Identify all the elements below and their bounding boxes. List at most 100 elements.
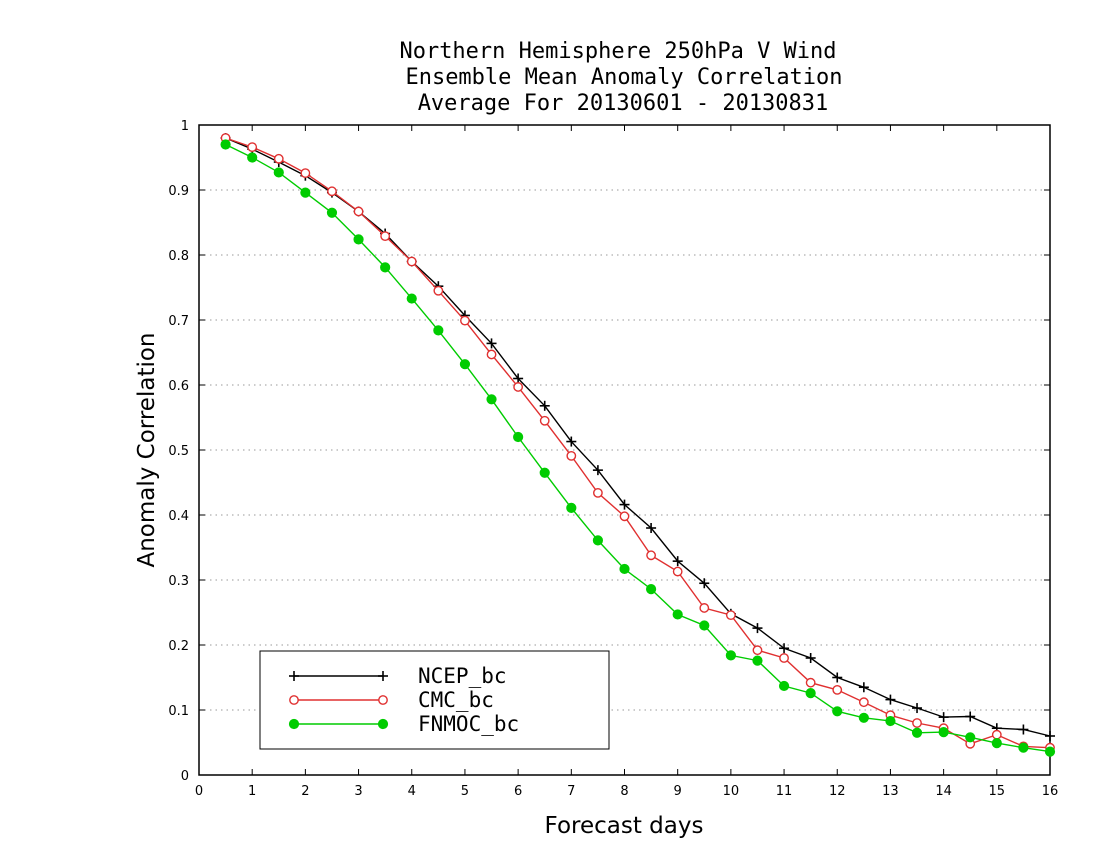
point-fnmoc-bc-10	[486, 394, 497, 405]
y-tick-label-9: 0.9	[168, 184, 189, 199]
point-fnmoc-bc-5	[353, 234, 364, 245]
point-ncep-bc-24	[858, 682, 869, 693]
point-fnmoc-bc-13	[566, 502, 577, 513]
legend-label-fnmoc-bc: FNMOC_bc	[418, 712, 519, 736]
point-ncep-bc-18	[699, 578, 710, 589]
point-fnmoc-bc-22	[805, 688, 816, 699]
x-tick-label-8: 8	[620, 784, 628, 799]
point-ncep-bc-27	[938, 712, 949, 723]
legend-marker-right-ncep-bc	[378, 671, 388, 681]
chart-title: Northern Hemisphere 250hPa V Wind Ensemb…	[399, 39, 842, 116]
point-fnmoc-bc-17	[672, 609, 683, 620]
point-cmc-bc-29	[991, 729, 1002, 740]
legend-marker-left-ncep-bc	[289, 671, 299, 681]
y-tick-label-2: 0.2	[168, 639, 189, 654]
x-axis-ticks: 0 1 2 3 4 5 6 7 8 9 10 11 12 13 14 15 16	[195, 125, 1058, 799]
point-fnmoc-bc-3	[300, 187, 311, 198]
x-tick-label-9: 9	[674, 784, 682, 799]
point-ncep-bc-30	[1018, 724, 1029, 735]
point-cmc-bc-1	[247, 142, 258, 153]
point-cmc-bc-24	[858, 697, 869, 708]
x-tick-label-4: 4	[408, 784, 416, 799]
x-axis-label: Forecast days	[545, 813, 704, 839]
point-cmc-bc-7	[406, 256, 417, 267]
point-cmc-bc-5	[353, 206, 364, 217]
point-ncep-bc-10	[486, 338, 497, 349]
legend-entry-cmc-bc: CMC_bc	[289, 688, 494, 712]
series-line-ncep-bc	[225, 137, 1051, 737]
x-tick-label-12: 12	[829, 784, 846, 799]
y-axis-label: Anomaly Correlation	[134, 332, 160, 567]
point-fnmoc-bc-27	[938, 727, 949, 738]
legend-marker-right-cmc-bc	[378, 695, 388, 705]
y-tick-label-5: 0.5	[168, 444, 189, 459]
x-tick-label-13: 13	[882, 784, 899, 799]
point-ncep-bc-17	[672, 556, 683, 567]
legend-label-cmc-bc: CMC_bc	[418, 688, 494, 712]
point-cmc-bc-12	[539, 415, 550, 426]
legend-entry-ncep-bc: NCEP_bc	[289, 664, 507, 688]
point-cmc-bc-22	[805, 677, 816, 688]
x-tick-label-0: 0	[195, 784, 203, 799]
legend-label-ncep-bc: NCEP_bc	[418, 664, 507, 688]
series-fnmoc-bc	[220, 139, 1056, 757]
series-layer	[220, 133, 1056, 757]
point-cmc-bc-26	[912, 718, 922, 728]
point-ncep-bc-21	[779, 643, 790, 654]
point-fnmoc-bc-28	[965, 732, 976, 743]
point-cmc-bc-4	[327, 186, 337, 197]
point-cmc-bc-14	[593, 487, 603, 498]
point-cmc-bc-2	[273, 153, 284, 164]
title-line-3: Average For 20130601 - 20130831	[418, 91, 829, 116]
point-cmc-bc-17	[672, 566, 683, 577]
x-tick-label-11: 11	[776, 784, 793, 799]
x-tick-label-1: 1	[248, 784, 256, 799]
legend-entry-fnmoc-bc: FNMOC_bc	[288, 712, 519, 736]
legend-marker-left-fnmoc-bc	[288, 718, 300, 730]
point-fnmoc-bc-20	[752, 655, 763, 666]
point-fnmoc-bc-26	[911, 727, 923, 738]
x-tick-label-10: 10	[723, 784, 740, 799]
x-tick-label-15: 15	[989, 784, 1006, 799]
grid	[199, 189, 1050, 711]
point-ncep-bc-15	[619, 499, 630, 510]
point-ncep-bc-31	[1045, 731, 1055, 741]
point-cmc-bc-3	[300, 168, 311, 179]
x-tick-label-5: 5	[461, 784, 469, 799]
point-fnmoc-bc-18	[699, 620, 710, 631]
point-fnmoc-bc-14	[592, 535, 604, 546]
point-ncep-bc-14	[592, 465, 603, 476]
point-cmc-bc-9	[460, 315, 470, 326]
point-cmc-bc-10	[486, 349, 497, 360]
point-cmc-bc-19	[725, 610, 736, 620]
point-cmc-bc-13	[566, 450, 577, 461]
x-tick-label-14: 14	[935, 784, 952, 799]
y-tick-label-3: 0.3	[168, 574, 189, 589]
point-cmc-bc-15	[619, 511, 630, 522]
y-axis-ticks: 0 0.1 0.2 0.3 0.4 0.5 0.6 0.7 0.8 0.9 1	[168, 119, 1050, 784]
point-fnmoc-bc-9	[459, 359, 471, 370]
point-cmc-bc-20	[752, 645, 763, 656]
x-tick-label-3: 3	[354, 784, 362, 799]
point-fnmoc-bc-6	[380, 262, 391, 273]
point-ncep-bc-13	[566, 436, 577, 447]
series-ncep-bc	[220, 133, 1055, 741]
point-fnmoc-bc-19	[725, 650, 736, 661]
legend-marker-left-cmc-bc	[289, 695, 299, 705]
point-fnmoc-bc-12	[539, 467, 550, 478]
y-tick-label-4: 0.4	[168, 509, 189, 524]
point-cmc-bc-18	[699, 603, 710, 613]
point-fnmoc-bc-23	[832, 706, 843, 717]
point-cmc-bc-8	[433, 285, 444, 296]
point-fnmoc-bc-24	[858, 712, 869, 723]
point-ncep-bc-23	[832, 672, 843, 683]
x-tick-label-7: 7	[567, 784, 575, 799]
point-fnmoc-bc-21	[778, 680, 790, 692]
point-ncep-bc-11	[513, 373, 524, 384]
point-fnmoc-bc-29	[991, 738, 1002, 749]
point-ncep-bc-26	[912, 703, 923, 714]
point-ncep-bc-22	[805, 653, 816, 663]
